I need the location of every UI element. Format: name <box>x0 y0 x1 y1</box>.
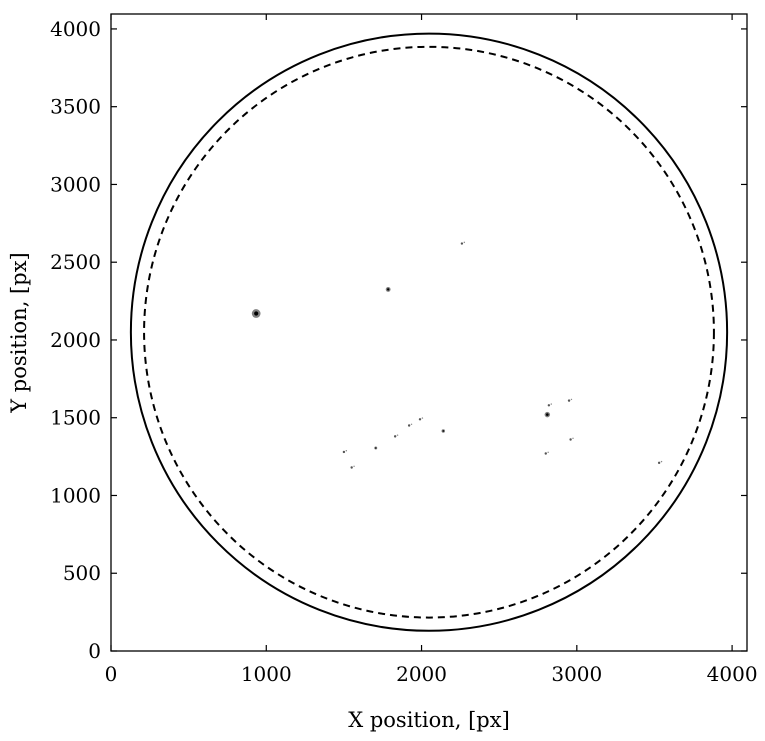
feature-dot <box>463 241 466 244</box>
feature-dot <box>418 418 422 421</box>
x-tick-label: 4000 <box>707 662 758 686</box>
feature-dot <box>421 417 424 419</box>
feature-2 <box>460 241 466 245</box>
feature-dot <box>353 465 355 468</box>
feature-12 <box>567 398 573 402</box>
feature-dot <box>550 403 552 405</box>
y-tick-label: 4000 <box>50 17 101 41</box>
feature-dot <box>544 452 547 455</box>
feature-9 <box>350 465 355 469</box>
feature-dot <box>410 423 413 426</box>
y-axis: 0 500 1000 1500 2000 2500 3000 3500 4000 <box>50 17 747 663</box>
plot-layer <box>129 32 729 632</box>
dashed-circle-1 <box>143 45 715 619</box>
y-axis-label: Y position, [px] <box>7 252 31 413</box>
y-tick-label: 1500 <box>50 406 101 430</box>
feature-dot <box>393 435 397 438</box>
y-tick-label: 2000 <box>50 328 101 352</box>
x-tick-label: 3000 <box>551 662 602 686</box>
feature-8 <box>342 450 348 454</box>
x-axis-label: X position, [px] <box>348 708 510 732</box>
x-tick-label: 1000 <box>241 662 292 686</box>
feature-dot <box>342 450 346 454</box>
y-tick-label: 500 <box>63 561 101 585</box>
feature-11 <box>547 403 552 407</box>
solid-circle-0 <box>129 32 729 632</box>
feature-7 <box>441 429 446 433</box>
feature-dot <box>572 437 574 440</box>
feature-dot <box>660 460 663 463</box>
feature-dot <box>567 399 571 402</box>
x-tick-label: 2000 <box>396 662 447 686</box>
feature-5 <box>407 423 413 427</box>
feature-dot <box>547 404 551 407</box>
plot-frame <box>110 13 748 652</box>
feature-4 <box>393 434 399 438</box>
feature-3 <box>374 446 378 450</box>
feature-dot <box>547 451 549 454</box>
feature-14 <box>544 451 549 455</box>
feature-umbra <box>254 311 259 316</box>
feature-umbra <box>442 430 445 432</box>
feature-umbra <box>386 288 390 291</box>
feature-6 <box>418 417 424 421</box>
feature-dot <box>407 424 411 427</box>
y-tick-label: 3000 <box>50 172 101 196</box>
feature-10 <box>544 411 551 418</box>
x-axis: 0 1000 2000 3000 4000 <box>105 14 758 686</box>
y-tick-label: 1000 <box>50 483 101 507</box>
y-tick-label: 2500 <box>50 250 101 274</box>
y-tick-label: 3500 <box>50 95 101 119</box>
feature-dot <box>569 438 572 441</box>
feature-umbra <box>375 447 377 449</box>
feature-dot <box>350 466 353 469</box>
feature-15 <box>657 460 663 465</box>
feature-0 <box>251 309 261 318</box>
feature-dot <box>460 242 464 245</box>
feature-dot <box>570 398 573 401</box>
x-tick-label: 0 <box>105 662 118 686</box>
feature-dot <box>345 450 348 452</box>
feature-1 <box>385 286 391 292</box>
feature-dot <box>396 434 399 436</box>
y-tick-label: 0 <box>88 639 101 663</box>
feature-13 <box>569 437 574 441</box>
feature-dot <box>657 461 661 465</box>
feature-umbra <box>546 413 549 416</box>
